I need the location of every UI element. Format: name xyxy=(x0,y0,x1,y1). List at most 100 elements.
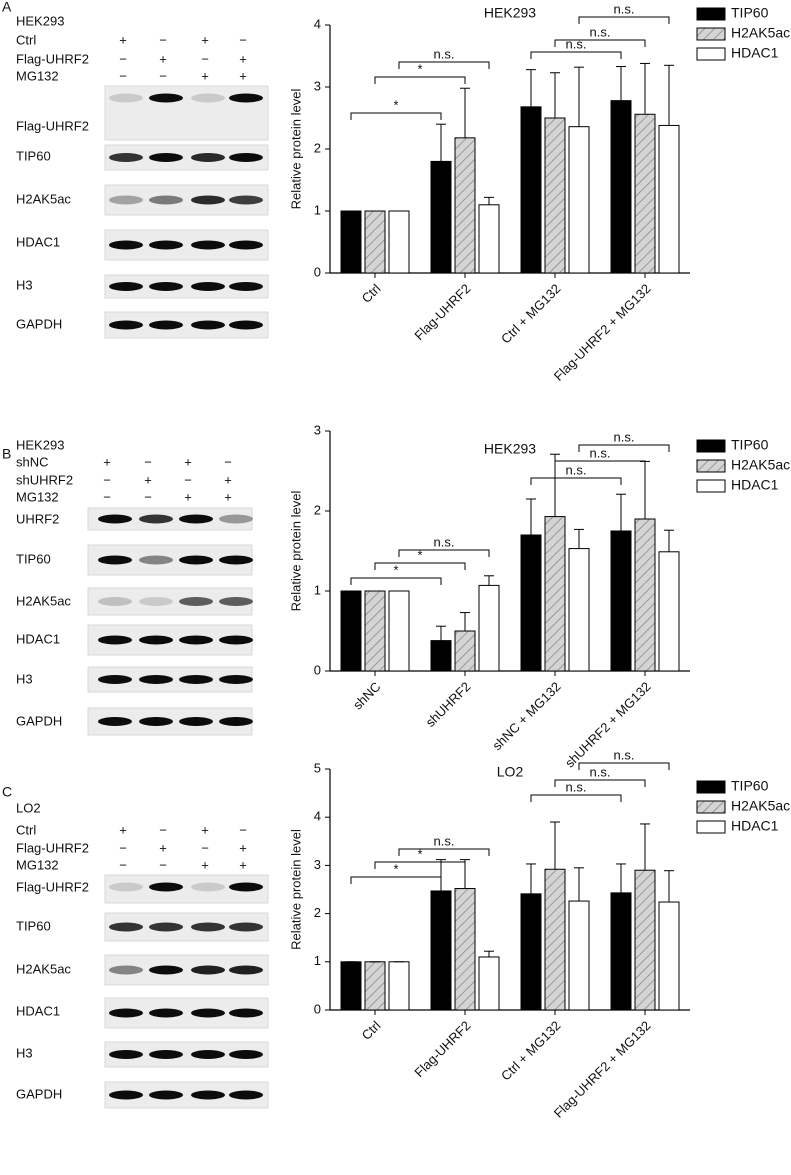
bar xyxy=(544,516,566,672)
significance-bracket xyxy=(578,762,670,770)
significance-bracket xyxy=(374,861,466,869)
band xyxy=(229,1090,263,1100)
condition-sign: − xyxy=(144,454,152,469)
blot-strip xyxy=(104,274,269,299)
condition-sign: − xyxy=(224,454,232,469)
bar xyxy=(544,117,566,274)
band xyxy=(149,93,183,103)
condition-name: MG132 xyxy=(16,489,59,504)
legend-label: H2AK5ac xyxy=(731,457,790,473)
bar xyxy=(454,137,476,274)
y-axis-label: Relative protein level xyxy=(288,829,303,950)
significance-bracket xyxy=(374,562,466,570)
band xyxy=(98,635,132,645)
significance-bracket xyxy=(578,16,670,24)
band xyxy=(139,514,173,524)
condition-sign: − xyxy=(119,51,127,66)
band xyxy=(191,1008,225,1018)
band xyxy=(229,882,263,892)
condition-name: Ctrl xyxy=(16,32,36,47)
bar xyxy=(364,210,386,274)
band-label: Flag-UHRF2 xyxy=(16,879,89,894)
significance-bracket xyxy=(350,112,442,120)
condition-sign: − xyxy=(239,32,247,47)
band xyxy=(229,93,263,103)
band xyxy=(109,1008,143,1018)
condition-sign: + xyxy=(184,489,192,504)
y-tick-label: 2 xyxy=(314,502,321,517)
significance-bracket xyxy=(530,51,622,59)
bar xyxy=(520,534,542,672)
condition-sign: + xyxy=(201,68,209,83)
band xyxy=(149,922,183,932)
band xyxy=(191,240,225,250)
band xyxy=(219,635,253,645)
chart-title: HEK293 xyxy=(484,441,536,457)
legend-label: H2AK5ac xyxy=(731,798,790,814)
condition-sign: + xyxy=(119,822,127,837)
x-tick-label: Flag-UHRF2 + MG132 xyxy=(551,281,654,384)
legend-label: HDAC1 xyxy=(731,45,779,61)
bar xyxy=(340,961,362,1011)
panel-letter: C xyxy=(2,784,12,800)
band xyxy=(149,282,183,291)
condition-sign: + xyxy=(239,68,247,83)
band xyxy=(149,320,183,330)
legend-label: TIP60 xyxy=(731,437,769,453)
band-label: UHRF2 xyxy=(16,511,59,526)
bar xyxy=(454,888,476,1011)
y-tick-label: 5 xyxy=(314,760,321,775)
significance-bracket xyxy=(530,794,622,802)
bar xyxy=(568,900,590,1011)
condition-name: Flag-UHRF2 xyxy=(16,51,89,66)
bar xyxy=(340,590,362,672)
bar xyxy=(430,890,452,1011)
band xyxy=(109,282,143,291)
band-label: H3 xyxy=(16,1045,33,1060)
band xyxy=(109,922,143,932)
condition-name: MG132 xyxy=(16,857,59,872)
condition-name: Flag-UHRF2 xyxy=(16,840,89,855)
significance-label: * xyxy=(393,562,398,577)
band xyxy=(149,965,183,975)
x-tick-label: Ctrl xyxy=(359,1018,384,1043)
significance-label: n.s. xyxy=(590,24,611,39)
significance-bracket xyxy=(554,460,646,468)
band xyxy=(229,965,263,975)
band xyxy=(179,635,213,645)
band xyxy=(191,882,225,892)
chart-title: LO2 xyxy=(497,764,524,780)
band-label: TIP60 xyxy=(16,918,51,933)
y-tick-label: 2 xyxy=(314,140,321,155)
significance-bracket xyxy=(398,549,490,557)
bar xyxy=(520,106,542,274)
y-tick-label: 2 xyxy=(314,905,321,920)
band-label: Flag-UHRF2 xyxy=(16,118,89,133)
x-tick-label: Ctrl + MG132 xyxy=(498,1018,564,1084)
band xyxy=(179,514,213,524)
band-label: H3 xyxy=(16,671,33,686)
band xyxy=(191,153,225,162)
significance-bracket xyxy=(530,477,622,485)
condition-sign: + xyxy=(159,840,167,855)
significance-label: * xyxy=(393,861,398,876)
condition-sign: + xyxy=(159,51,167,66)
significance-label: n.s. xyxy=(434,46,455,61)
bar xyxy=(430,640,452,672)
bar xyxy=(634,113,656,274)
condition-sign: − xyxy=(103,472,111,487)
condition-sign: − xyxy=(119,857,127,872)
band xyxy=(229,320,263,330)
band xyxy=(149,1090,183,1100)
bar xyxy=(430,160,452,274)
band xyxy=(109,965,143,975)
x-tick-label: shNC + MG132 xyxy=(489,679,563,753)
significance-bracket xyxy=(398,848,490,856)
bar xyxy=(388,961,410,1011)
band xyxy=(109,320,143,330)
bar xyxy=(454,630,476,672)
legend-label: TIP60 xyxy=(731,778,769,794)
condition-sign: − xyxy=(239,822,247,837)
condition-sign: − xyxy=(201,840,209,855)
band xyxy=(229,240,263,250)
